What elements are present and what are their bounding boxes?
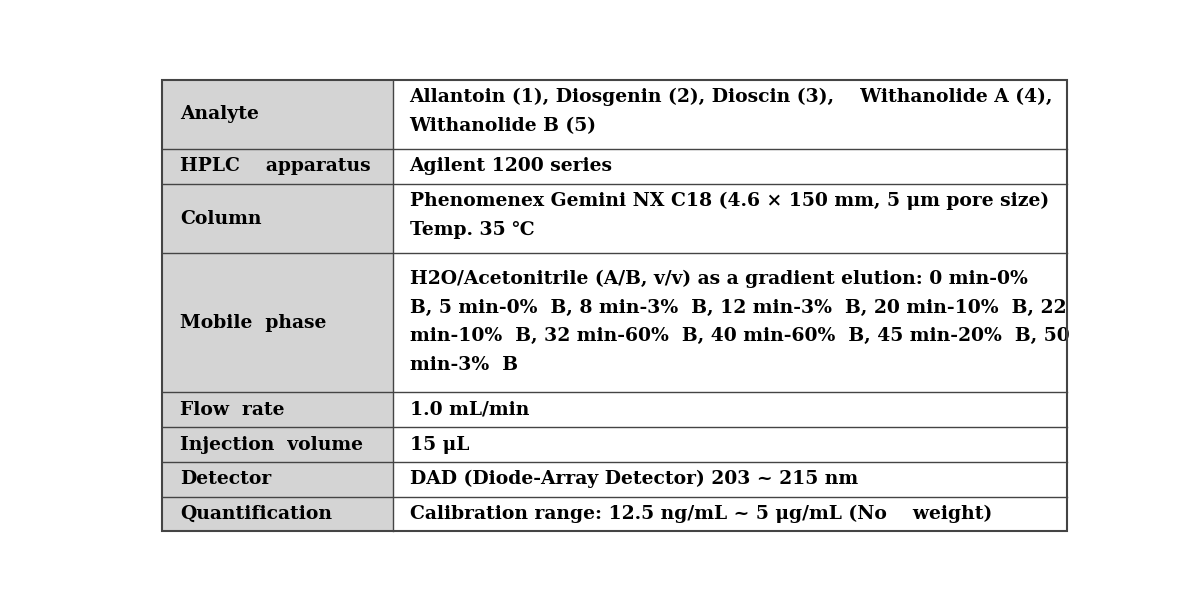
Bar (393, 393, 1067, 427)
Text: Detector: Detector (180, 470, 272, 488)
Bar (393, 80, 1067, 149)
Bar (162, 253, 393, 393)
Bar (393, 184, 1067, 253)
Text: 1.0 mL/min: 1.0 mL/min (410, 401, 529, 419)
Text: H2O/Acetonitrile (A/B, v/v) as a gradient elution: 0 min-0%
B, 5 min-0%  B, 8 mi: H2O/Acetonitrile (A/B, v/v) as a gradien… (410, 270, 1070, 374)
Text: Allantoin (1), Diosgenin (2), Dioscin (3),    Withanolide A (4),
Withanolide B (: Allantoin (1), Diosgenin (2), Dioscin (3… (410, 88, 1053, 135)
Bar (393, 149, 1067, 184)
Text: Analyte: Analyte (180, 105, 259, 123)
Bar (162, 497, 393, 531)
Text: Phenomenex Gemini NX C18 (4.6 × 150 mm, 5 μm pore size)
Temp. 35 ℃: Phenomenex Gemini NX C18 (4.6 × 150 mm, … (410, 192, 1049, 239)
Text: Injection  volume: Injection volume (180, 436, 363, 454)
Text: Quantification: Quantification (180, 505, 332, 523)
Text: Mobile  phase: Mobile phase (180, 314, 327, 332)
Bar (162, 427, 393, 462)
Bar (162, 184, 393, 253)
Text: Calibration range: 12.5 ng/mL ~ 5 μg/mL (No    weight): Calibration range: 12.5 ng/mL ~ 5 μg/mL … (410, 505, 992, 523)
Text: Agilent 1200 series: Agilent 1200 series (410, 157, 613, 175)
Bar (162, 462, 393, 497)
Text: DAD (Diode-Array Detector) 203 ~ 215 nm: DAD (Diode-Array Detector) 203 ~ 215 nm (410, 470, 857, 488)
Text: 15 μL: 15 μL (410, 436, 469, 454)
Bar (162, 393, 393, 427)
Bar (393, 253, 1067, 393)
Bar (393, 462, 1067, 497)
Bar (162, 149, 393, 184)
Bar (393, 427, 1067, 462)
Text: HPLC    apparatus: HPLC apparatus (180, 157, 370, 175)
Text: Flow  rate: Flow rate (180, 401, 285, 419)
Bar (393, 497, 1067, 531)
Bar (162, 80, 393, 149)
Text: Column: Column (180, 209, 261, 227)
